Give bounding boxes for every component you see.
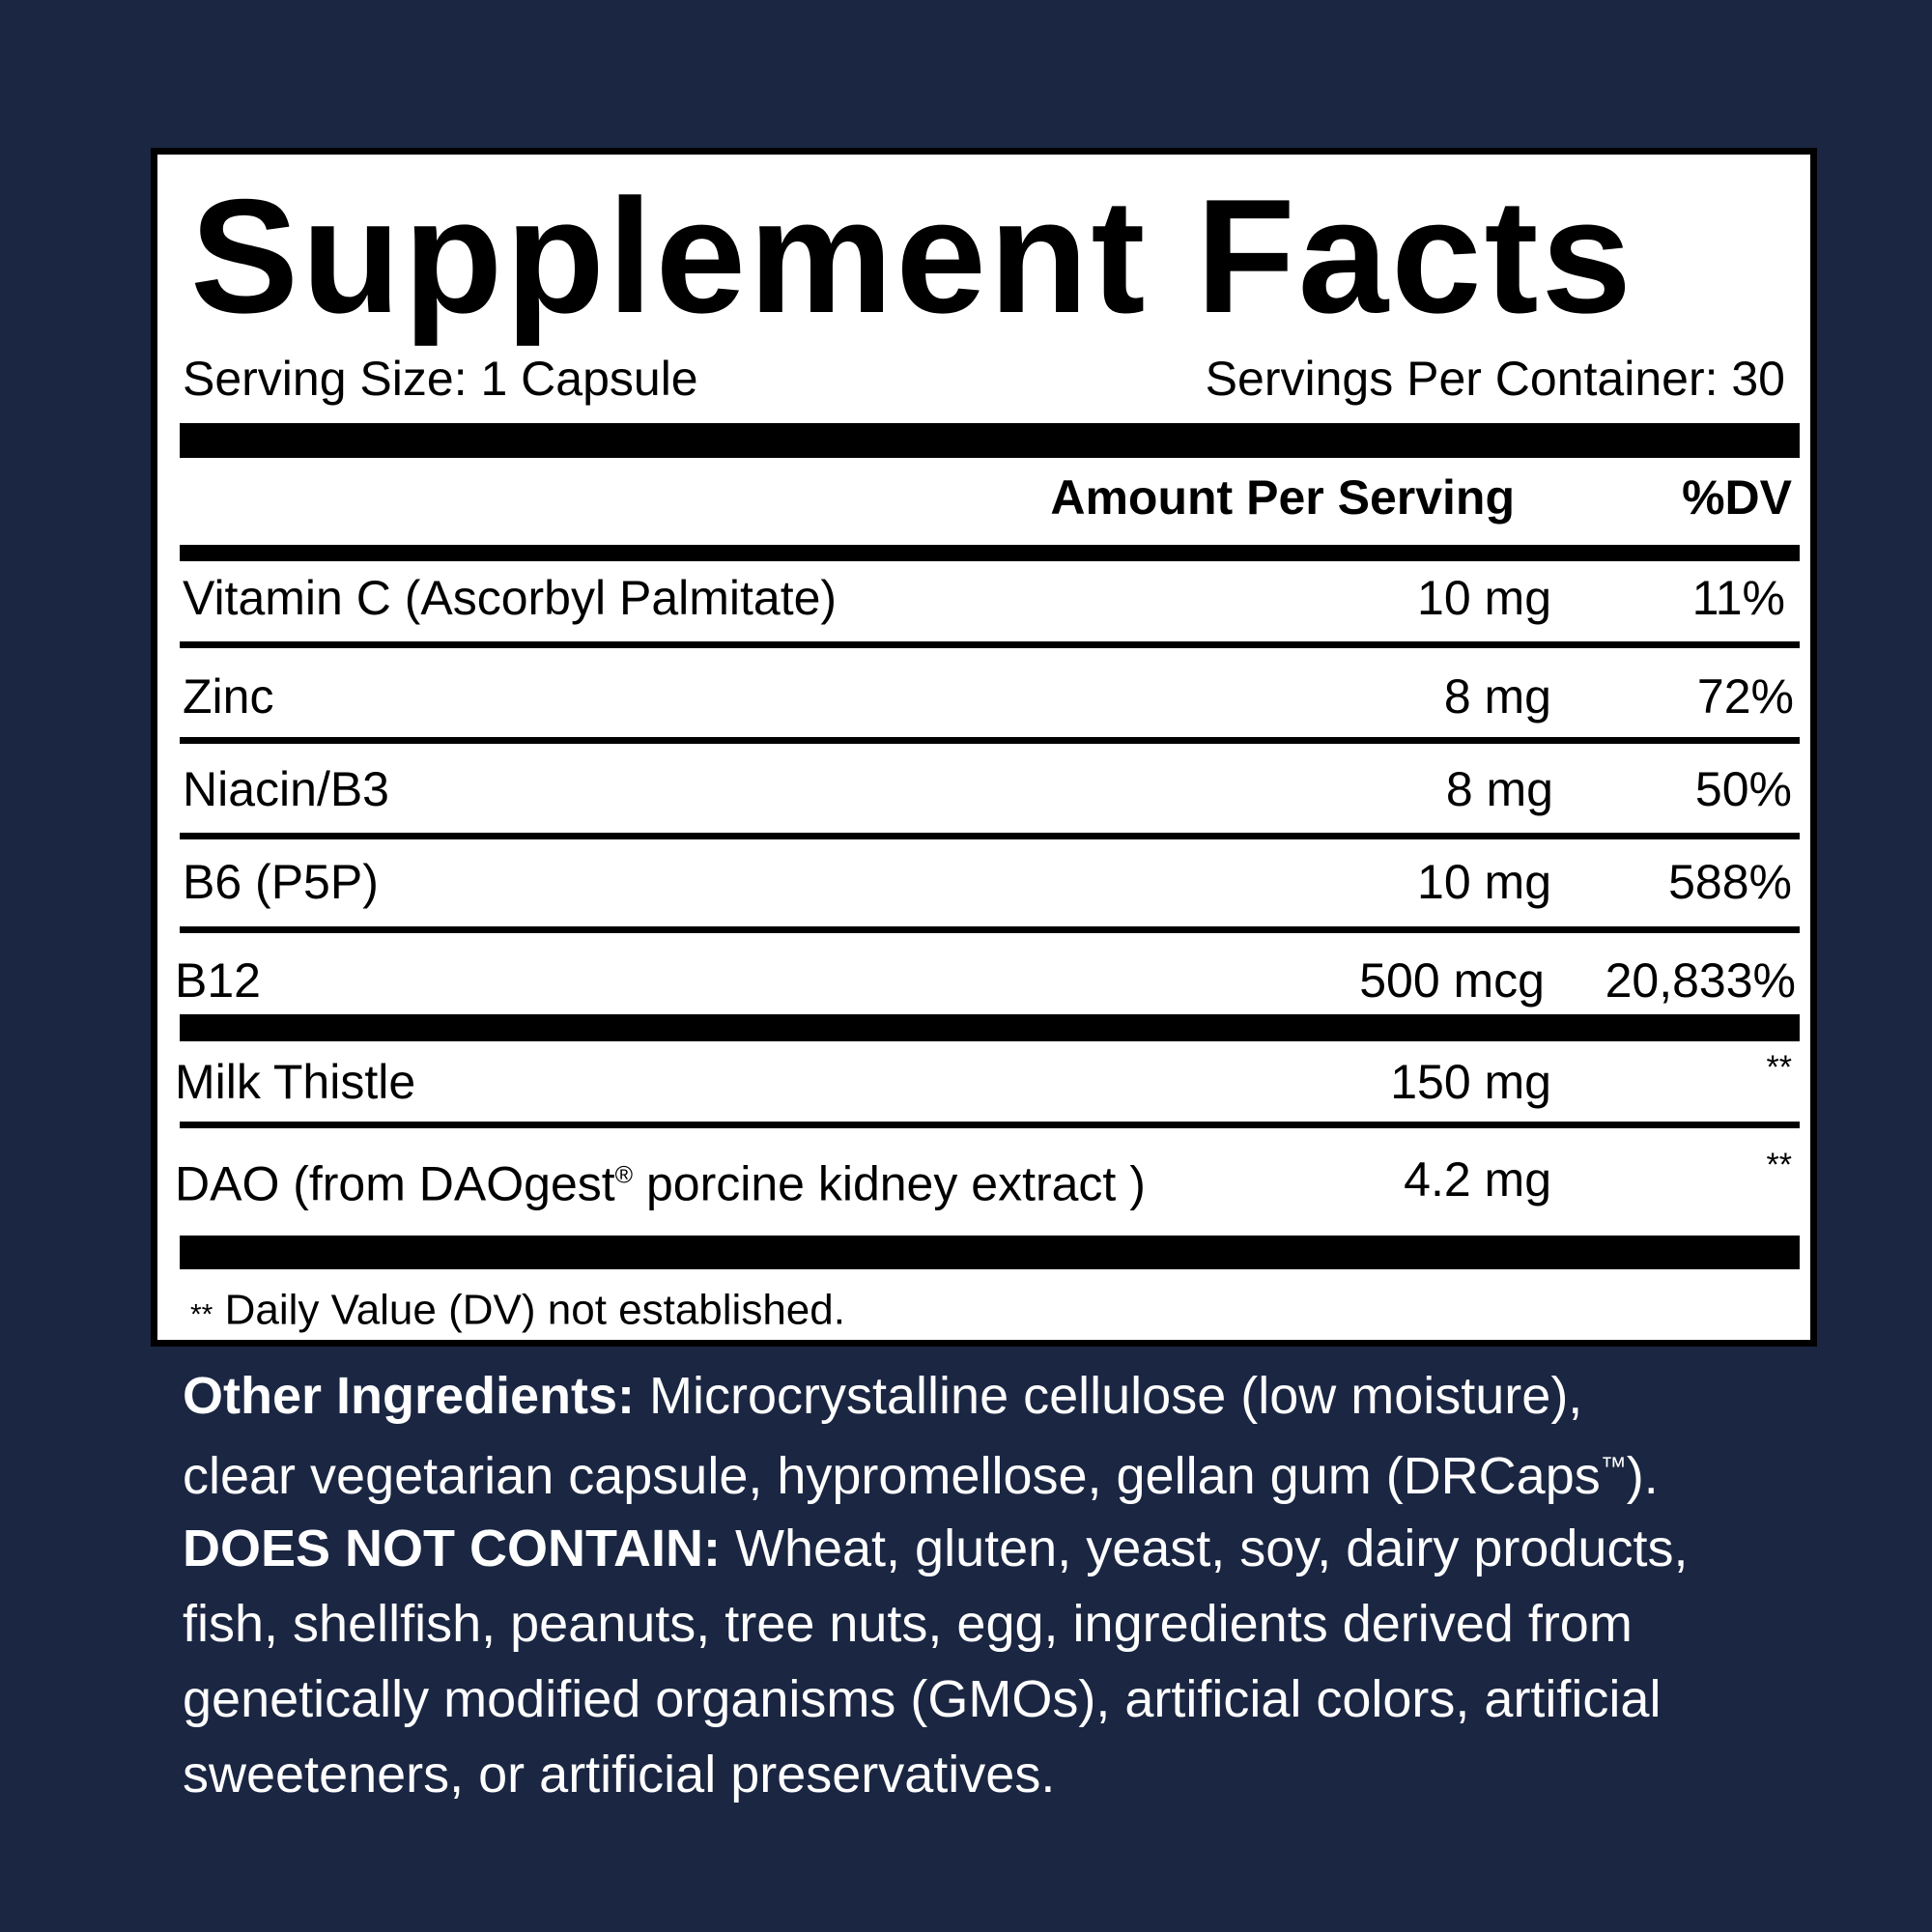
nutrient-amount: 8 mg bbox=[1443, 669, 1551, 724]
divider bbox=[180, 545, 1800, 561]
does-not-contain-line: genetically modified organisms (GMOs), a… bbox=[183, 1670, 1662, 1728]
other-ingredients-text: clear vegetarian capsule, hypromellose, … bbox=[183, 1447, 1601, 1505]
divider bbox=[180, 641, 1800, 648]
footnote: ** Daily Value (DV) not established. bbox=[190, 1282, 845, 1345]
name-text: DAO (from DAOgest bbox=[175, 1156, 615, 1211]
nutrient-dv: 588% bbox=[1668, 855, 1792, 909]
nutrient-name: Zinc bbox=[183, 669, 274, 724]
divider bbox=[180, 1122, 1800, 1128]
servings-per-container: Servings Per Container: 30 bbox=[1205, 352, 1785, 406]
nutrient-amount: 500 mcg bbox=[1359, 953, 1545, 1008]
does-not-contain-text: Wheat, gluten, yeast, soy, dairy product… bbox=[720, 1520, 1689, 1577]
nutrient-name: Milk Thistle bbox=[175, 1055, 416, 1109]
registered-mark: ® bbox=[614, 1161, 634, 1189]
nutrient-dv: 20,833% bbox=[1605, 953, 1796, 1008]
nutrient-dv: ** bbox=[1766, 1049, 1792, 1086]
does-not-contain-line: DOES NOT CONTAIN: Wheat, gluten, yeast, … bbox=[183, 1511, 1688, 1586]
thick-divider bbox=[180, 423, 1800, 458]
divider bbox=[180, 737, 1800, 744]
footnote-text: Daily Value (DV) not established. bbox=[213, 1286, 845, 1334]
nutrient-amount: 4.2 mg bbox=[1404, 1152, 1551, 1207]
does-not-contain-label: DOES NOT CONTAIN: bbox=[183, 1520, 721, 1577]
nutrient-name: DAO (from DAOgest® porcine kidney extrac… bbox=[175, 1147, 1146, 1213]
other-ingredients-line: Other Ingredients: Microcrystalline cell… bbox=[183, 1358, 1582, 1434]
footnote-mark: ** bbox=[190, 1298, 213, 1331]
serving-size: Serving Size: 1 Capsule bbox=[183, 352, 698, 406]
nutrient-dv: ** bbox=[1766, 1147, 1792, 1183]
header-dv: %DV bbox=[1682, 470, 1792, 525]
name-text: porcine kidney extract ) bbox=[633, 1156, 1146, 1211]
header-amount: Amount Per Serving bbox=[1050, 470, 1515, 525]
does-not-contain-line: fish, shellfish, peanuts, tree nuts, egg… bbox=[183, 1595, 1633, 1653]
nutrient-amount: 150 mg bbox=[1390, 1055, 1551, 1109]
nutrient-dv: 11% bbox=[1691, 571, 1785, 625]
other-ingredients-text: ). bbox=[1626, 1447, 1659, 1505]
nutrient-name: B12 bbox=[175, 953, 261, 1008]
thick-divider bbox=[180, 1014, 1800, 1041]
other-ingredients-text: Microcrystalline cellulose (low moisture… bbox=[635, 1367, 1583, 1425]
nutrient-dv: 72% bbox=[1696, 669, 1794, 724]
does-not-contain-line: sweeteners, or artificial preservatives. bbox=[183, 1746, 1056, 1804]
thick-divider bbox=[180, 1236, 1800, 1269]
nutrient-name: Niacin/B3 bbox=[183, 762, 389, 816]
nutrient-amount: 8 mg bbox=[1445, 762, 1553, 816]
divider bbox=[180, 833, 1800, 839]
nutrient-name: B6 (P5P) bbox=[183, 855, 379, 909]
nutrient-dv: 50% bbox=[1694, 762, 1792, 816]
nutrient-amount: 10 mg bbox=[1417, 855, 1551, 909]
other-ingredients-line: clear vegetarian capsule, hypromellose, … bbox=[183, 1429, 1659, 1514]
divider bbox=[180, 926, 1800, 933]
supplement-facts-panel: Supplement Facts Serving Size: 1 Capsule… bbox=[151, 148, 1817, 1347]
trademark-mark: ™ bbox=[1600, 1452, 1627, 1481]
nutrient-name: Vitamin C (Ascorbyl Palmitate) bbox=[183, 571, 838, 625]
other-ingredients-label: Other Ingredients: bbox=[183, 1367, 636, 1425]
panel-title: Supplement Facts bbox=[190, 165, 1634, 347]
nutrient-amount: 10 mg bbox=[1417, 571, 1551, 625]
